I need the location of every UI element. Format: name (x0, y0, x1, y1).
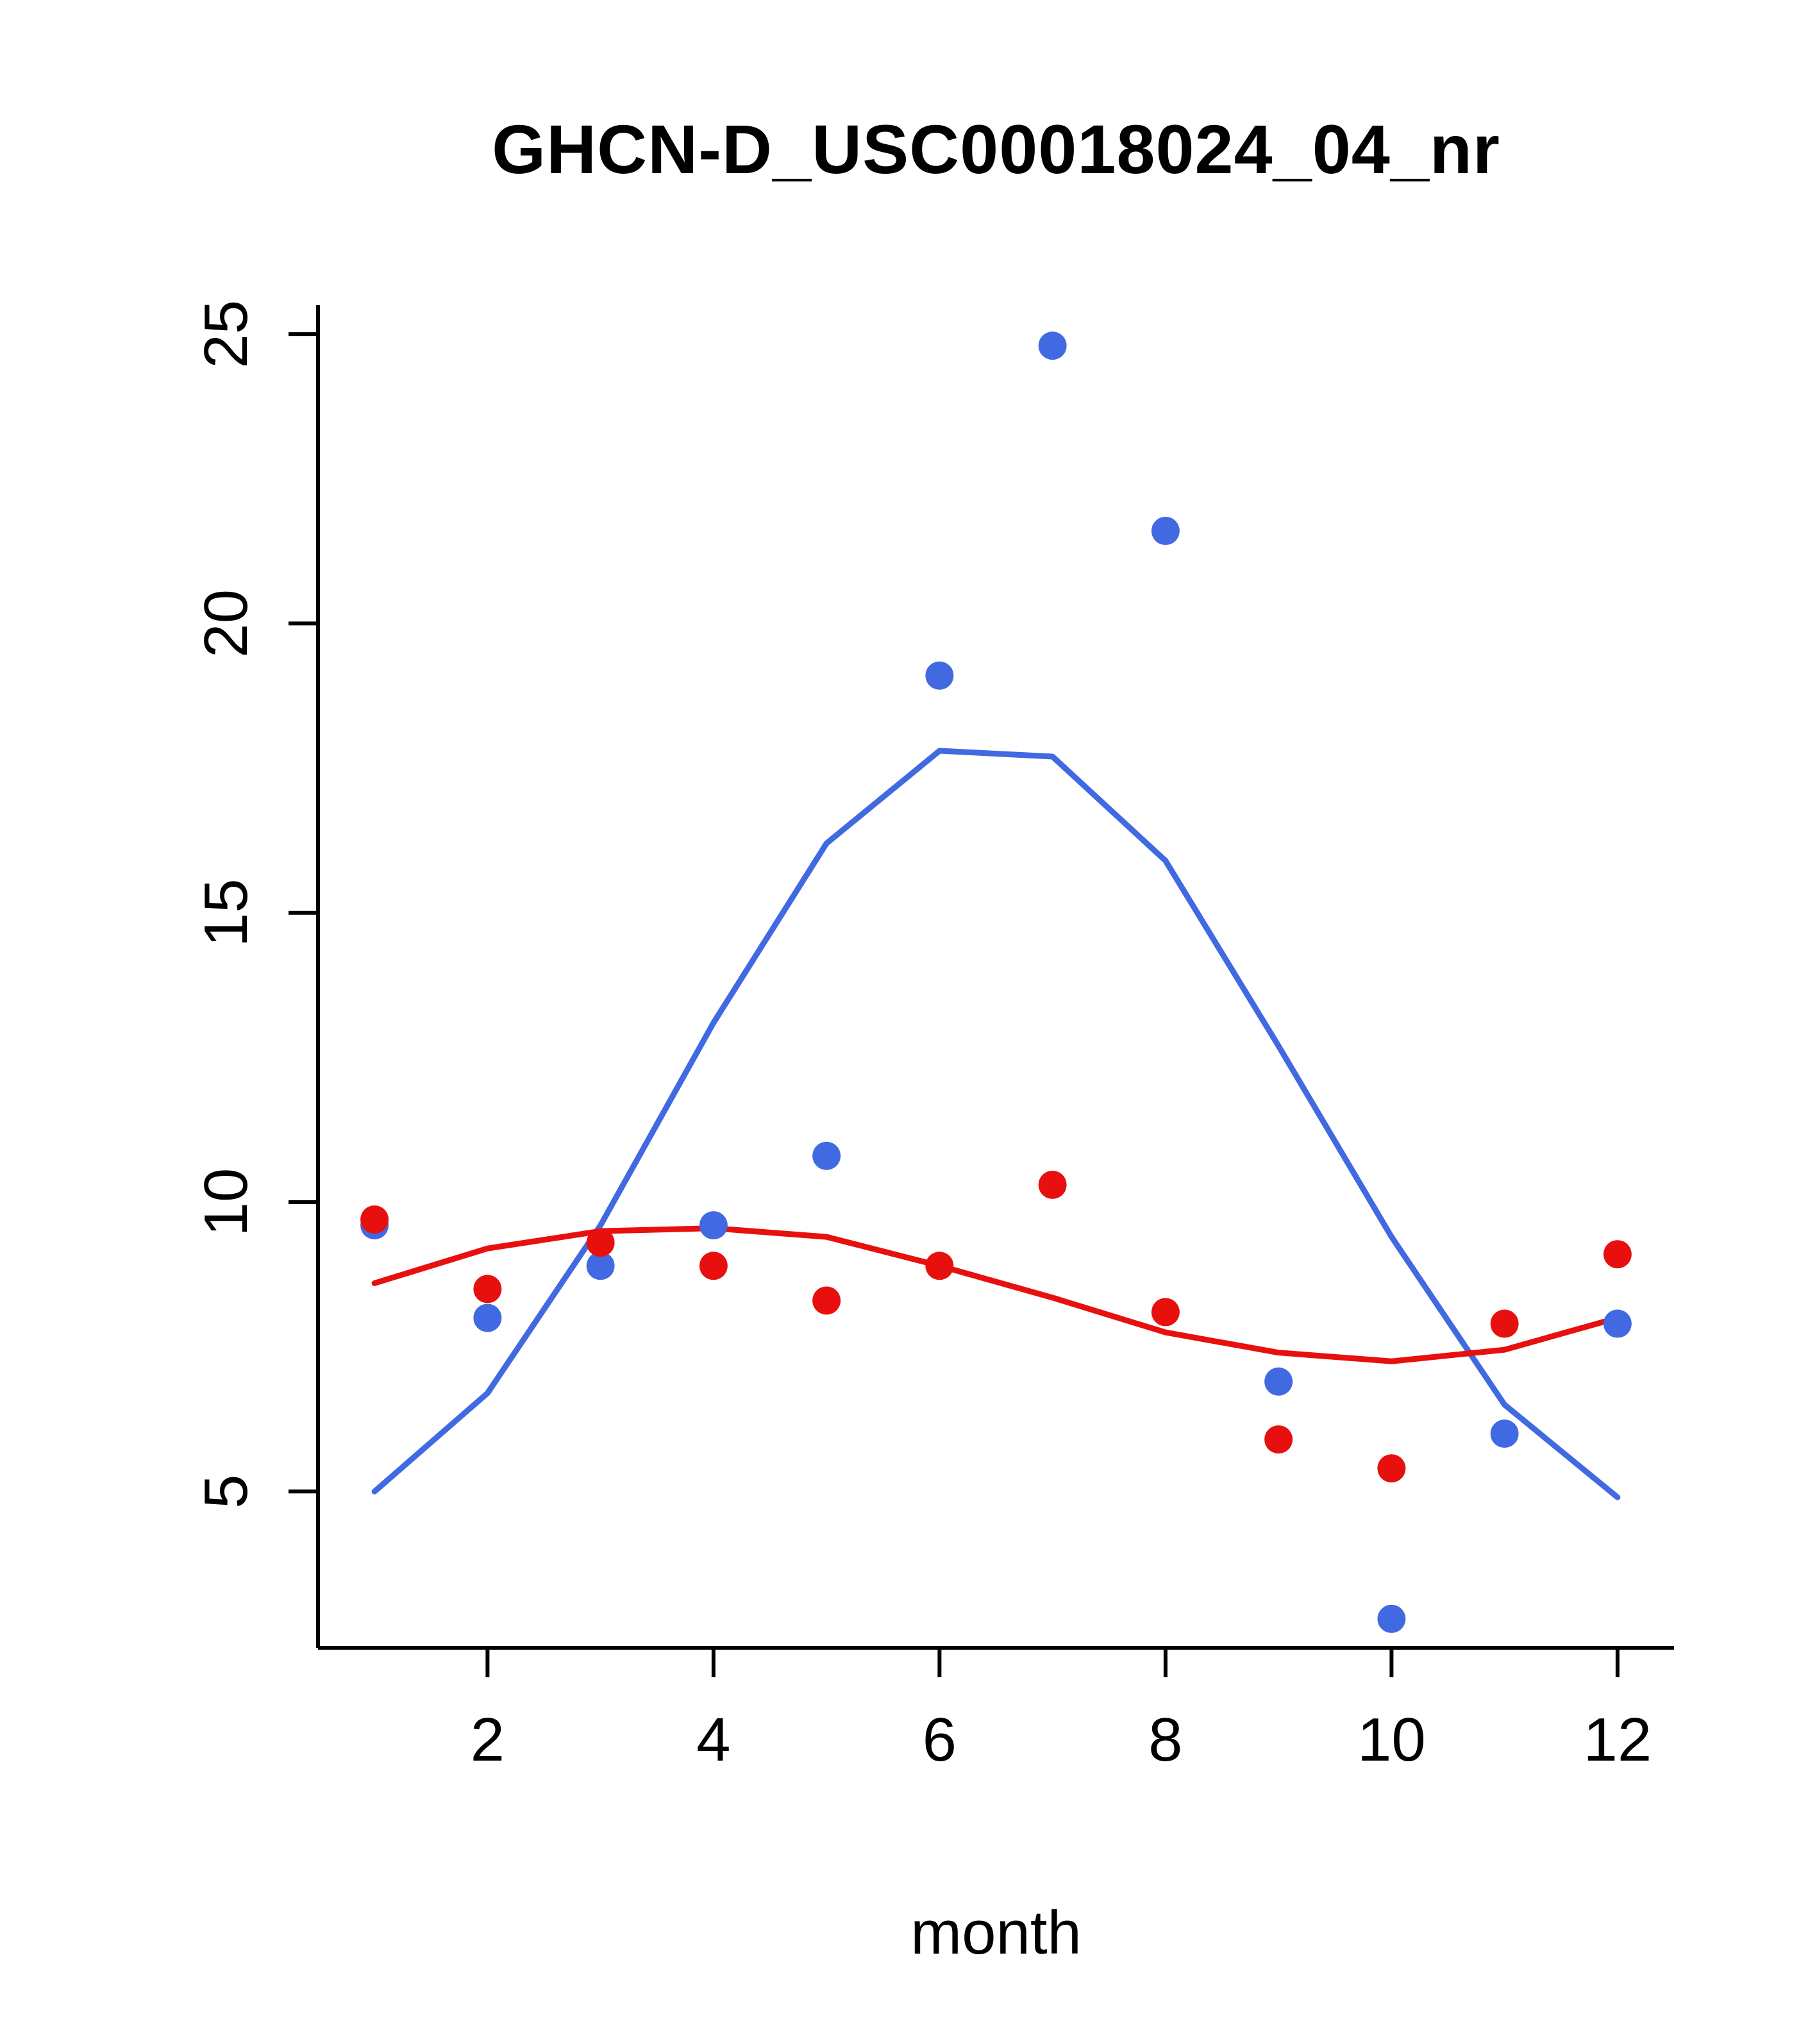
red-points-marker (1377, 1454, 1406, 1483)
blue-points-marker (1490, 1420, 1519, 1448)
red-line (371, 1225, 1621, 1364)
y-tick-label: 15 (192, 878, 260, 947)
x-tick-label: 12 (1583, 1705, 1652, 1774)
blue-points-marker (925, 661, 954, 690)
blue-points-marker (1603, 1309, 1632, 1338)
red-points-marker (925, 1252, 954, 1280)
x-tick-label: 2 (471, 1705, 505, 1774)
red-points-marker (1038, 1170, 1067, 1199)
y-tick-label: 10 (192, 1168, 260, 1237)
red-points-marker (812, 1286, 841, 1315)
x-tick-label: 4 (696, 1705, 730, 1774)
blue-points-marker (1264, 1367, 1293, 1396)
chart-title: GHCN-D_USC00018024_04_nr (492, 110, 1500, 188)
red-points-marker (473, 1275, 502, 1303)
red-points-marker (1490, 1309, 1519, 1338)
blue-points-marker (1377, 1604, 1406, 1633)
blue-points-marker (812, 1141, 841, 1170)
blue-points-marker (699, 1211, 728, 1240)
x-tick-label: 10 (1357, 1705, 1426, 1774)
red-points-marker (1603, 1240, 1632, 1269)
blue-points-marker (586, 1252, 615, 1280)
blue-points-marker (1151, 517, 1180, 546)
y-tick-label: 20 (192, 589, 260, 658)
x-axis-label: month (910, 1898, 1082, 1967)
y-tick-label: 25 (192, 300, 260, 369)
y-tick-label: 5 (192, 1475, 260, 1509)
red-points-marker (1151, 1298, 1180, 1327)
x-tick-label: 6 (923, 1705, 957, 1774)
red-points-marker (586, 1228, 615, 1257)
red-points-marker (1264, 1425, 1293, 1454)
blue-points-marker (1038, 331, 1067, 360)
blue-line (371, 748, 1621, 1500)
red-points-marker (360, 1205, 389, 1234)
blue-points-marker (473, 1303, 502, 1332)
x-tick-label: 8 (1148, 1705, 1182, 1774)
red-points-marker (699, 1252, 728, 1280)
